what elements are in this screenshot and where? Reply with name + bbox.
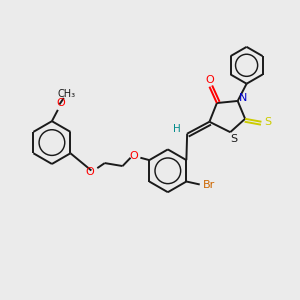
Text: S: S bbox=[264, 117, 272, 127]
Text: Br: Br bbox=[202, 180, 215, 190]
Text: N: N bbox=[239, 93, 247, 103]
Text: O: O bbox=[56, 98, 65, 108]
Text: O: O bbox=[85, 167, 94, 177]
Text: CH₃: CH₃ bbox=[58, 89, 76, 99]
Text: S: S bbox=[230, 134, 237, 144]
Text: O: O bbox=[129, 151, 138, 161]
Text: O: O bbox=[205, 75, 214, 85]
Text: H: H bbox=[173, 124, 181, 134]
